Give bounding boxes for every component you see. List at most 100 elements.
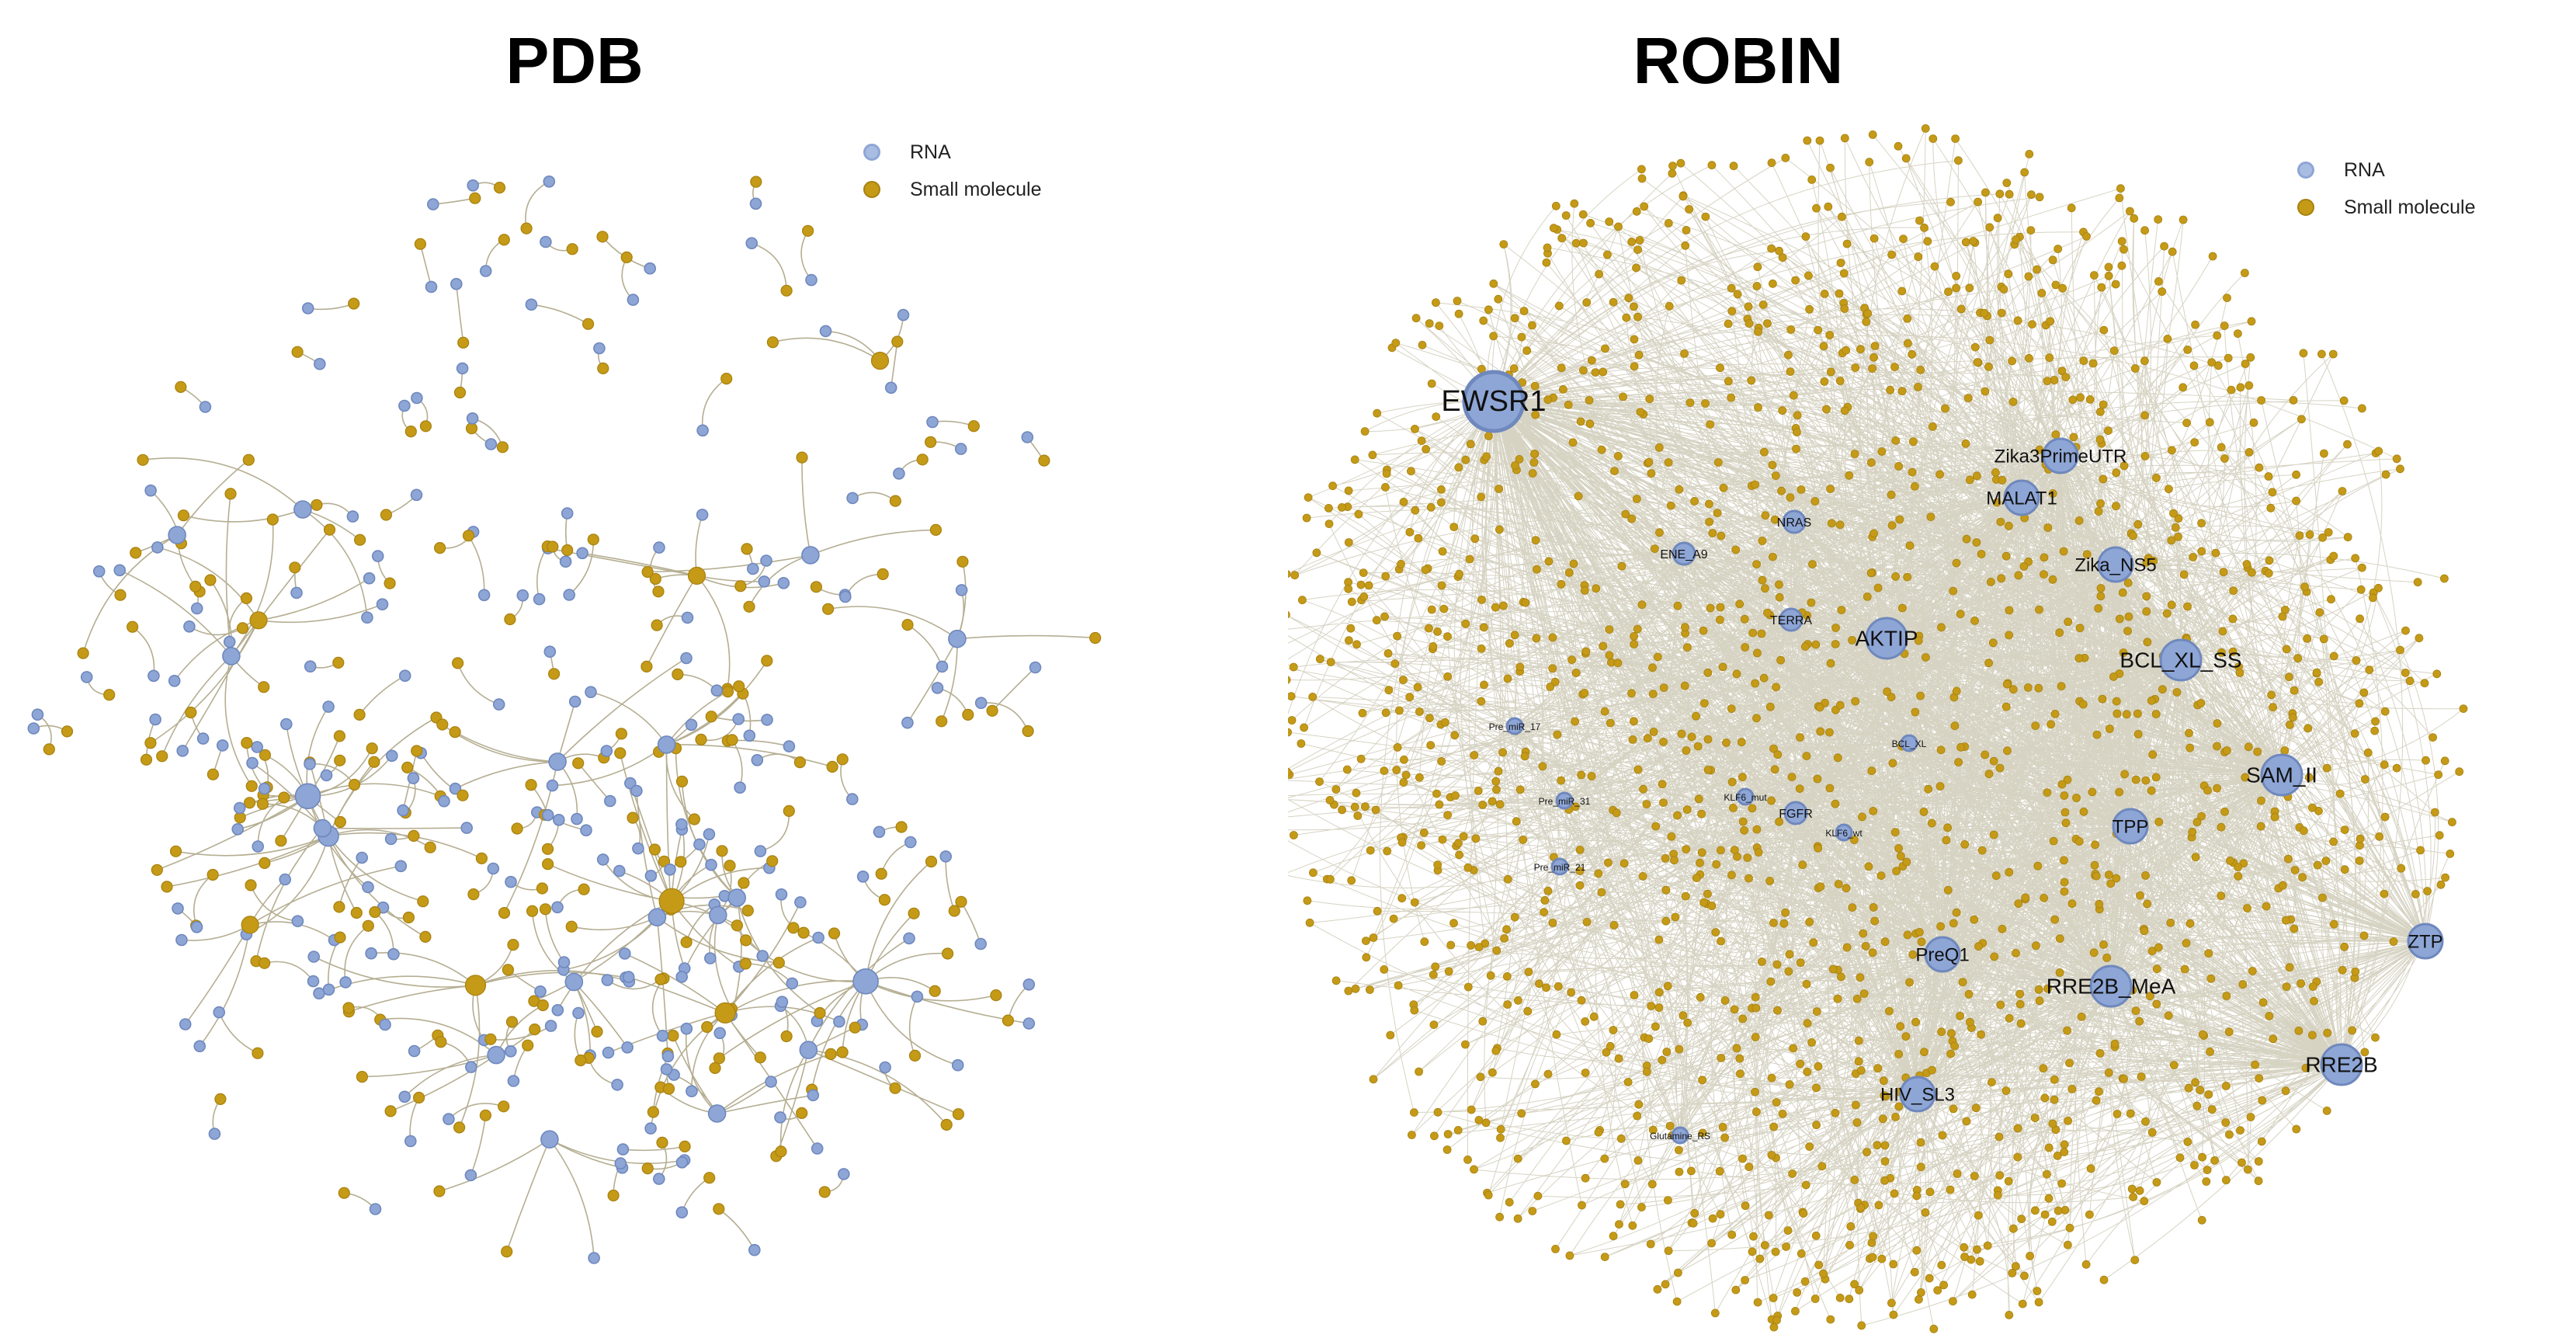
small-molecule-node xyxy=(1752,714,1761,723)
rna-node xyxy=(460,822,474,834)
small-molecule-node xyxy=(2339,396,2349,405)
small-molecule-node xyxy=(2248,568,2256,577)
interaction-edge xyxy=(224,655,252,787)
small-molecule-node xyxy=(1870,353,1878,362)
small-molecule-node xyxy=(561,544,574,557)
rna-node xyxy=(222,647,241,666)
rna-node xyxy=(705,858,717,871)
interaction-edge xyxy=(218,1012,259,1054)
small-molecule-node xyxy=(1707,902,1717,910)
small-molecule-node xyxy=(1998,475,2007,485)
rna-node xyxy=(231,823,245,836)
interaction-edge xyxy=(571,916,658,931)
small-molecule-node xyxy=(356,1070,368,1083)
small-molecule-node xyxy=(1988,1078,1996,1086)
small-molecule-node xyxy=(2060,791,2069,800)
small-molecule-node xyxy=(1793,1288,1802,1297)
small-molecule-node xyxy=(2197,547,2206,556)
small-molecule-node xyxy=(2035,996,2044,1006)
small-molecule-node xyxy=(1022,725,1034,738)
small-molecule-node xyxy=(2061,818,2071,828)
rna-node xyxy=(1900,734,1918,752)
small-molecule-node xyxy=(1665,301,1674,311)
small-molecule-node xyxy=(2099,1275,2109,1284)
small-molecule-node xyxy=(705,711,717,723)
small-molecule-node xyxy=(2154,276,2163,286)
small-molecule-node xyxy=(1421,565,1430,575)
rna-node xyxy=(258,782,271,795)
rna-node-label: Glutamine_RS xyxy=(1650,1131,1710,1142)
small-molecule-node xyxy=(1633,1156,1643,1165)
rna-node xyxy=(661,1050,675,1062)
small-molecule-node xyxy=(2292,1124,2301,1134)
small-molecule-node xyxy=(1789,391,1798,400)
small-molecule-node xyxy=(1822,405,1831,414)
small-molecule-node xyxy=(2249,418,2258,427)
interaction-edge xyxy=(772,337,880,362)
small-molecule-node xyxy=(2133,520,2143,529)
small-molecule-node xyxy=(1720,1133,1729,1142)
rna-node-label: Pre_miR_21 xyxy=(1534,862,1586,873)
small-molecule-node xyxy=(2338,487,2347,495)
small-molecule-node xyxy=(2075,624,2085,633)
small-molecule-node xyxy=(1621,509,1630,519)
small-molecule-node xyxy=(2055,968,2064,977)
small-molecule-node xyxy=(1809,938,1818,947)
small-molecule-node xyxy=(2057,780,2067,789)
small-molecule-node xyxy=(1887,1298,1896,1308)
rna-node xyxy=(176,745,189,757)
small-molecule-node xyxy=(1602,1048,1611,1057)
small-molecule-node xyxy=(1288,716,1297,725)
small-molecule-node xyxy=(1923,237,1932,246)
rna-node xyxy=(525,298,538,311)
interaction-edge xyxy=(657,910,738,926)
small-molecule-node xyxy=(2401,669,2410,677)
rna-node xyxy=(559,555,572,568)
interaction-edge xyxy=(250,884,298,922)
small-molecule-node xyxy=(2004,269,2013,279)
small-molecule-node xyxy=(821,603,835,615)
small-molecule-node xyxy=(797,926,810,939)
small-molecule-node xyxy=(2284,854,2293,864)
small-molecule-node xyxy=(2178,383,2188,392)
small-molecule-node xyxy=(1786,367,1795,377)
small-molecule-node xyxy=(2292,470,2300,479)
rna-node xyxy=(580,824,592,836)
small-molecule-node xyxy=(498,234,510,246)
small-molecule-node xyxy=(2340,942,2349,951)
small-molecule-node xyxy=(1492,946,1502,955)
interaction-edge xyxy=(745,940,866,983)
small-molecule-node xyxy=(1682,225,1691,235)
small-molecule-node xyxy=(2356,834,2365,843)
small-molecule-node xyxy=(1489,332,1498,341)
small-molecule-node xyxy=(2246,353,2255,362)
interaction-edge xyxy=(937,687,969,715)
small-molecule-node xyxy=(2096,499,2105,508)
small-molecule-node xyxy=(1936,745,1946,755)
rna-hub-zika3primeutr: Zika3PrimeUTR xyxy=(1994,437,2126,474)
small-molecule-node xyxy=(1440,718,1449,727)
small-molecule-node xyxy=(2048,255,2057,265)
small-molecule-node xyxy=(1781,153,1790,162)
interaction-edge xyxy=(390,1054,497,1112)
small-molecule-node xyxy=(1664,218,1673,228)
small-molecule-node xyxy=(1505,639,1514,648)
small-molecule-node xyxy=(1716,603,1725,612)
small-molecule-node xyxy=(241,916,259,934)
interaction-edge xyxy=(717,1081,772,1114)
small-molecule-node xyxy=(177,509,189,522)
small-molecule-node xyxy=(1961,238,1970,247)
small-molecule-node xyxy=(1512,817,1521,826)
small-molecule-node xyxy=(1503,874,1512,884)
small-molecule-node xyxy=(2040,553,2049,562)
small-molecule-node xyxy=(658,855,671,867)
small-molecule-node xyxy=(1399,755,1408,764)
small-molecule-node xyxy=(2207,358,2217,367)
small-molecule-node xyxy=(1887,250,1896,259)
small-molecule-node xyxy=(1796,1059,1805,1069)
small-molecule-node xyxy=(1477,644,1486,653)
small-molecule-node xyxy=(2380,707,2390,716)
small-molecule-node xyxy=(323,523,336,536)
small-molecule-node xyxy=(2199,1030,2207,1039)
rna-node xyxy=(313,818,332,838)
